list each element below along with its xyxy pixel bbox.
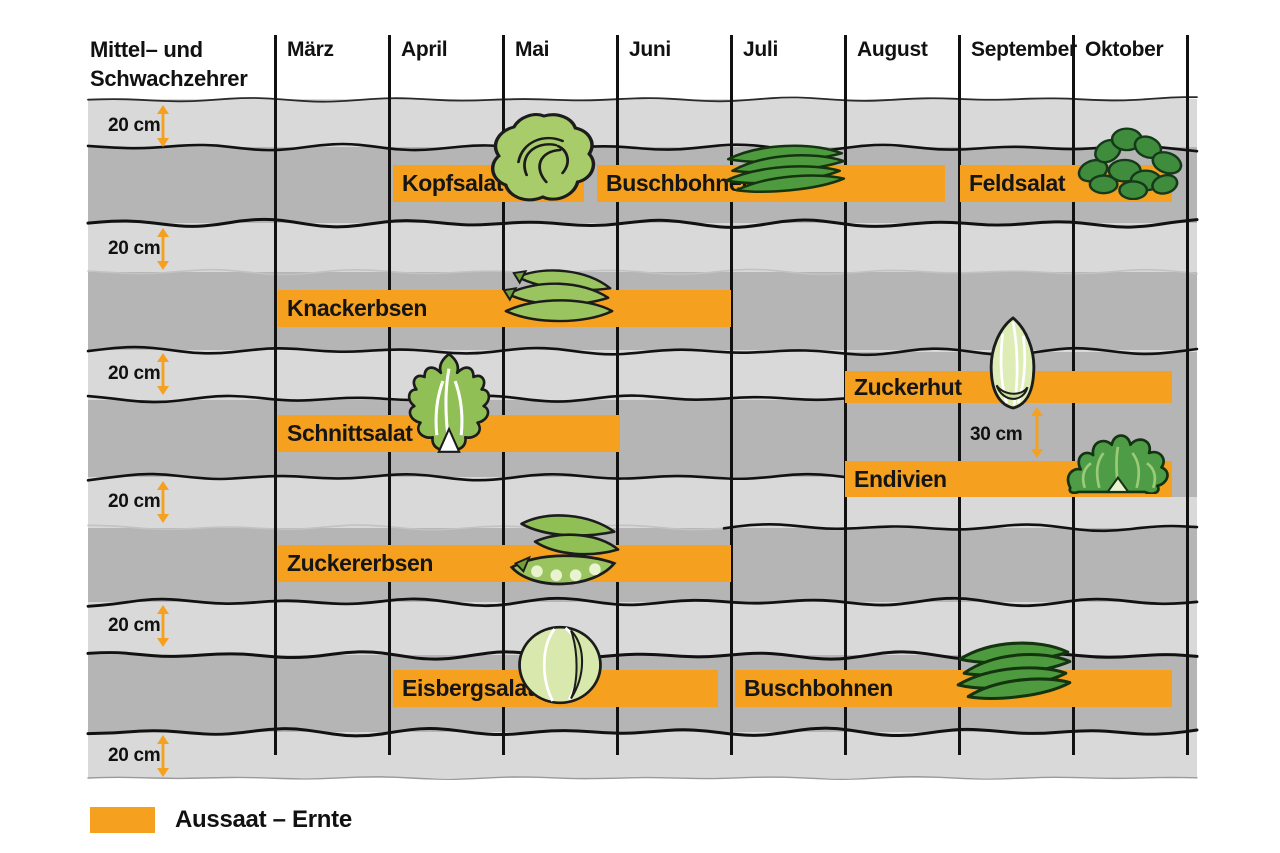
zuckererbsen-peapods-icon (506, 506, 622, 600)
buschbohnen2-beans-icon (954, 624, 1074, 706)
page-title: Mittel– und Schwachzehrer (90, 37, 248, 91)
bar-label: Buschbohnen (606, 170, 755, 196)
month-grid-line-2 (388, 35, 391, 755)
month-label-august: August (857, 38, 928, 61)
legend: Aussaat – Ernte (90, 806, 352, 834)
legend-label: Aussaat – Ernte (175, 806, 352, 833)
month-label-september: September (971, 38, 1077, 61)
bar-label: Feldsalat (969, 170, 1066, 196)
month-label-märz: März (287, 38, 334, 61)
month-label-mai: Mai (515, 38, 550, 61)
bar-label: Zuckererbsen (287, 550, 434, 576)
month-grid-line-9 (1186, 35, 1189, 755)
feldsalat-plant-icon (1072, 112, 1188, 200)
zuckerhut-plant-icon (976, 316, 1048, 410)
depth-label-3: 20 cm (108, 363, 161, 384)
bar-buschbohnen-9: Buschbohnen (735, 670, 1172, 707)
month-grid-line-1 (274, 35, 277, 755)
depth-label-5: 20 cm (108, 615, 161, 636)
bar-label: Kopfsalat (402, 170, 504, 196)
depth-label-4: 20 cm (108, 491, 161, 512)
month-grid-line-4 (616, 35, 619, 755)
buschbohnen-beans-icon (722, 130, 848, 198)
kopfsalat-lettuce-icon (486, 110, 602, 210)
endivien-plant-icon (1062, 412, 1176, 494)
knackerbsen-peapods-icon (500, 256, 618, 332)
depth-label-1: 20 cm (108, 115, 161, 136)
legend-swatch (90, 807, 155, 833)
bar-label: Zuckerhut (854, 373, 962, 400)
bar-label: Knackerbsen (287, 295, 428, 321)
bar-label: Buschbohnen (744, 675, 893, 701)
bar-knackerbsen-3: Knackerbsen (278, 290, 731, 327)
bar-zuckererbsen-7: Zuckererbsen (278, 545, 731, 582)
month-label-april: April (401, 38, 448, 61)
bar-label: Schnittsalat (287, 420, 413, 446)
month-label-juli: Juli (743, 38, 778, 61)
month-label-oktober: Oktober (1085, 38, 1164, 61)
schnittsalat-plant-icon (398, 352, 500, 456)
eisbergsalat-lettuce-icon (514, 622, 606, 708)
month-label-juni: Juni (629, 38, 671, 61)
depth-label-2: 20 cm (108, 238, 161, 259)
bar-label: Endivien (854, 465, 947, 492)
gap-30cm-label: 30 cm (970, 424, 1023, 445)
bar-label: Eisbergsalat (402, 675, 534, 701)
depth-label-6: 20 cm (108, 745, 161, 766)
